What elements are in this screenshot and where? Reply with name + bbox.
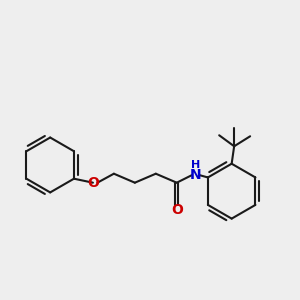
Text: O: O (171, 202, 183, 217)
Text: N: N (190, 168, 202, 182)
Text: H: H (191, 160, 200, 170)
Text: O: O (87, 176, 99, 190)
